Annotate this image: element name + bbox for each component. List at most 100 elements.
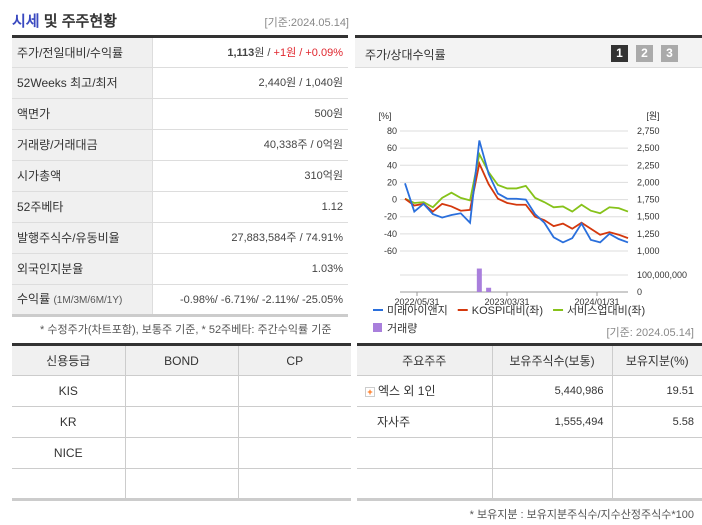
right-tick-label: 1,500 (637, 212, 660, 222)
table-cell (238, 375, 351, 407)
summary-row: 52Weeks 최고/최저 2,440원 / 1,040원 (12, 67, 348, 99)
summary-label: 액면가 (12, 98, 153, 130)
chart-button-3[interactable]: 3 (661, 45, 678, 62)
right-axis-label: [원] (646, 111, 659, 121)
volume-bar (476, 268, 482, 292)
left-tick-label: -60 (384, 246, 397, 256)
summary-value: -0.98%/ -6.71%/ -2.11%/ -25.05% (152, 284, 348, 316)
summary-label: 주가/전일대비/수익률 (12, 36, 153, 68)
table-cell (612, 437, 702, 469)
label-text: 액면가 (17, 107, 51, 121)
table-row: KR (12, 406, 351, 438)
table-cell (357, 437, 493, 469)
summary-row: 52주베타 1.12 (12, 191, 348, 223)
chart-panel: 주가/상대수익률 1 2 3 [%] [원] 80 2,750 60 2,500 40 2,2… (355, 35, 702, 335)
table-cell: + 엑스 외 1인 (357, 375, 493, 407)
column-header: 보유주식수(보통) (492, 344, 613, 376)
table-cell (12, 468, 126, 500)
table-cell: 자사주 (357, 406, 493, 438)
legend-label: 거래량 (387, 322, 417, 335)
column-header: BOND (125, 344, 239, 376)
right-tick-label: 1,000 (637, 246, 660, 256)
right-tick-label: 1,250 (637, 229, 660, 239)
table-row (12, 468, 351, 500)
summary-label: 외국인지분율 (12, 253, 153, 285)
column-header: 주요주주 (357, 344, 493, 376)
label-text: 52Weeks 최고/최저 (17, 76, 118, 90)
table-cell: 5.58 (612, 406, 702, 438)
cell-text: 엑스 외 1인 (378, 384, 436, 398)
table-cell: NICE (12, 437, 126, 469)
summary-label: 52주베타 (12, 191, 153, 223)
price-summary-table: 주가/전일대비/수익률 1,113원 / +1원 / +0.09% 52Weeks … (12, 35, 348, 317)
chart-title: 주가/상대수익률 (365, 48, 446, 62)
chart-panel-header: 주가/상대수익률 1 2 3 (355, 38, 702, 68)
table-cell (125, 437, 239, 469)
legend-label: KOSPI대비(좌) (472, 304, 543, 317)
holders-note: * 보유지분 : 보유지분주식수/지수산정주식수*100 (469, 509, 694, 521)
table-row: KIS (12, 375, 351, 407)
cell-text: 1,555,494 (554, 416, 604, 428)
table-cell (612, 468, 702, 500)
legend-label: 서비스업대비(좌) (567, 304, 645, 317)
summary-row: 수익률 (1M/3M/6M/1Y) -0.98%/ -6.71%/ -2.11%/… (12, 284, 348, 316)
table-cell: 1,555,494 (492, 406, 613, 438)
summary-value: 1.12 (152, 191, 348, 223)
price-unit: 원 / (254, 46, 274, 59)
summary-value: 310억원 (152, 160, 348, 192)
page-title: 시세 및 주주현황 (12, 13, 117, 30)
label-text: 52주베타 (17, 200, 64, 214)
summary-note: * 수정주가(차트포함), 보통주 기준, * 52주베타: 주간수익률 기준 (40, 324, 332, 336)
summary-value: 1.03% (152, 253, 348, 285)
volume-tick-label: 100,000,000 (637, 270, 687, 280)
table-row: NICE (12, 437, 351, 469)
x-tick-label: 2023/03/31 (484, 297, 529, 307)
summary-row: 거래량/거래대금 40,338주 / 0억원 (12, 129, 348, 161)
cell-text: KIS (58, 384, 78, 398)
table-row (357, 468, 702, 500)
expand-icon[interactable]: + (365, 386, 375, 397)
summary-row: 액면가 500원 (12, 98, 348, 130)
cell-text: 자사주 (377, 415, 411, 429)
column-header: 보유지분(%) (612, 344, 702, 376)
table-cell (238, 406, 351, 438)
left-tick-label: 20 (387, 177, 397, 187)
left-tick-label: 0 (392, 195, 397, 205)
table-row: + 엑스 외 1인 5,440,986 19.51 (357, 375, 702, 407)
left-tick-label: -20 (384, 212, 397, 222)
label-sub: (1M/3M/6M/1Y) (53, 294, 123, 306)
price-change: +1원 / +0.09% (273, 46, 343, 59)
x-tick-label: 2022/05/31 (394, 297, 439, 307)
summary-row: 외국인지분율 1.03% (12, 253, 348, 285)
series-line (404, 160, 629, 239)
table-cell (125, 468, 239, 500)
summary-value: 500원 (152, 98, 348, 130)
table-cell (125, 375, 239, 407)
table-row: 자사주 1,555,494 5.58 (357, 406, 702, 438)
chart-button-2[interactable]: 2 (636, 45, 653, 62)
right-tick-label: 1,750 (637, 195, 660, 205)
table-cell (125, 406, 239, 438)
table-cell (492, 468, 613, 500)
summary-value: 1,113원 / +1원 / +0.09% (152, 36, 348, 68)
summary-label: 시가총액 (12, 160, 153, 192)
table-cell: 5,440,986 (492, 375, 613, 407)
label-text: 주가/전일대비/수익률 (17, 45, 124, 60)
right-tick-label: 2,000 (637, 177, 660, 187)
table-cell (492, 437, 613, 469)
summary-label: 거래량/거래대금 (12, 129, 153, 161)
label-text: 외국인지분율 (17, 262, 84, 276)
right-tick-label: 2,750 (637, 126, 660, 136)
table-cell: 19.51 (612, 375, 702, 407)
table-cell (238, 468, 351, 500)
chart-button-1[interactable]: 1 (611, 45, 628, 62)
summary-label: 수익률 (1M/3M/6M/1Y) (12, 284, 153, 316)
column-header: CP (238, 344, 351, 376)
legend-swatch (373, 323, 382, 332)
left-tick-label: 40 (387, 160, 397, 170)
summary-value: 2,440원 / 1,040원 (152, 67, 348, 99)
summary-row: 발행주식수/유동비율 27,883,584주 / 74.91% (12, 222, 348, 254)
cell-text: 19.51 (666, 385, 694, 397)
cell-text: KR (59, 415, 77, 429)
basis-date: [기준:2024.05.14] (264, 17, 349, 29)
